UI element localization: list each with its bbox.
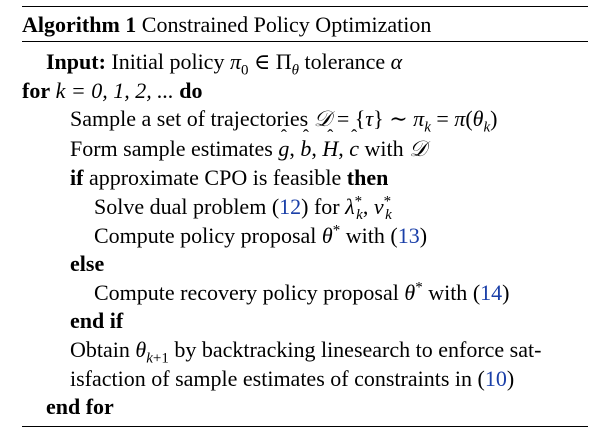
line-obtain: Obtain θk+1 by backtracking linesearch t… xyxy=(70,336,542,367)
equation-ref-14[interactable]: 14 xyxy=(480,279,503,305)
line-form: Form sample estimates g, b, H, c with 𝒟 xyxy=(22,135,588,165)
input-text: Initial policy xyxy=(111,49,225,74)
line-obtain-wrap: isfaction of sample estimates of constra… xyxy=(70,365,515,391)
solve-for-text: for xyxy=(313,193,340,219)
algorithm-caption: Algorithm 1 Constrained Policy Optimizat… xyxy=(22,7,588,41)
bottom-rule xyxy=(22,425,588,427)
obtain-text-wrap: isfaction of sample estimates of constra… xyxy=(70,365,473,391)
line-endif: end if xyxy=(22,307,588,336)
keyword-do: do xyxy=(179,77,203,103)
caption-rule xyxy=(22,41,588,42)
line-for: for k = 0, 1, 2, ... do xyxy=(22,77,588,106)
for-expression: k = 0, 1, 2, ... xyxy=(55,77,174,103)
algorithm-label: Algorithm 1 xyxy=(22,12,137,37)
form-with-text: with xyxy=(364,135,404,161)
keyword-end-if: end if xyxy=(70,308,124,334)
sample-text: Sample a set of trajectories xyxy=(70,106,309,132)
line-solve: Solve dual problem (12) for λ*k, ν*k xyxy=(94,193,392,224)
obtain-text-continued: by backtracking linesearch to enforce sa… xyxy=(174,336,542,362)
input-tolerance-text: tolerance xyxy=(304,49,386,74)
equation-ref-12[interactable]: 12 xyxy=(279,193,302,219)
keyword-input: Input: xyxy=(46,49,106,74)
algorithm-block: Algorithm 1 Constrained Policy Optimizat… xyxy=(22,6,588,427)
equation-ref-10[interactable]: 10 xyxy=(484,365,507,391)
line-recovery: Compute recovery policy proposal θ* with… xyxy=(94,279,510,305)
keyword-else: else xyxy=(70,251,105,277)
obtain-text: Obtain xyxy=(70,336,130,362)
line-endfor: end for xyxy=(22,393,588,422)
keyword-if: if xyxy=(70,165,84,191)
keyword-then: then xyxy=(346,165,389,191)
form-text: Form sample estimates xyxy=(70,135,273,161)
algorithm-body: Input: Initial policy π0 ∈ Πθ tolerance … xyxy=(22,42,588,424)
keyword-end-for: end for xyxy=(46,394,114,420)
keyword-for: for xyxy=(22,77,51,103)
line-compute: Compute policy proposal θ* with (13) xyxy=(94,222,428,248)
line-else: else xyxy=(22,250,588,279)
compute-text: Compute policy proposal xyxy=(94,222,317,248)
recovery-with-text: with xyxy=(428,279,468,305)
recovery-text: Compute recovery policy proposal xyxy=(94,279,399,305)
top-rule xyxy=(22,6,588,7)
compute-with-text: with xyxy=(345,222,385,248)
line-input: Input: Initial policy π0 ∈ Πθ tolerance … xyxy=(46,49,403,79)
if-condition-text: approximate CPO is feasible xyxy=(88,165,342,191)
solve-text: Solve dual problem xyxy=(94,193,267,219)
equation-ref-13[interactable]: 13 xyxy=(397,222,420,248)
line-if: if approximate CPO is feasible then xyxy=(22,164,588,193)
algorithm-title: Constrained Policy Optimization xyxy=(141,12,432,37)
